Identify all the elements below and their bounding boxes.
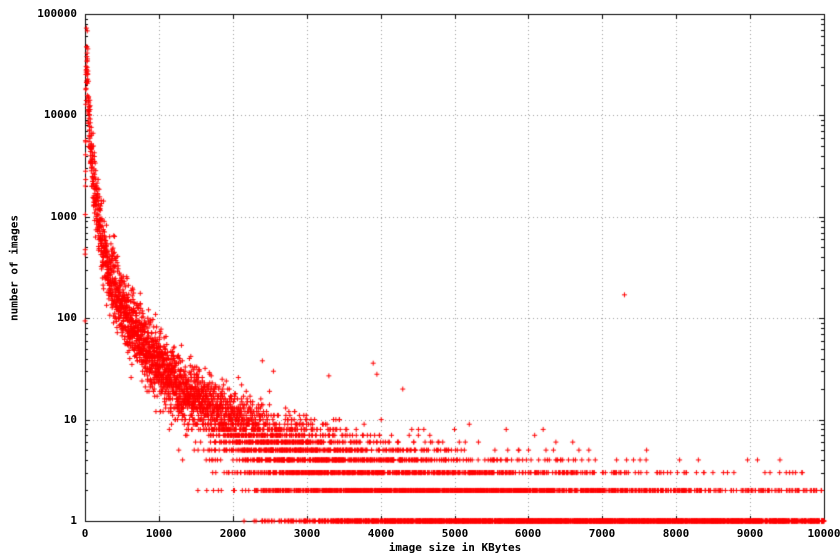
x-tick-label: 4000 [367, 527, 395, 540]
x-tick-label: 0 [81, 527, 89, 540]
x-tick-label: 9000 [736, 527, 764, 540]
y-tick-label: 100000 [37, 7, 77, 20]
x-tick-label: 8000 [662, 527, 690, 540]
x-tick-label: 3000 [293, 527, 321, 540]
x-tick-label: 6000 [514, 527, 542, 540]
x-tick-label: 5000 [441, 527, 469, 540]
y-tick-label: 1 [70, 514, 77, 527]
x-tick-label: 7000 [588, 527, 616, 540]
y-tick-label: 10 [63, 413, 77, 426]
y-axis-title: number of images [7, 215, 21, 321]
x-tick-label: 10000 [807, 527, 840, 540]
x-tick-label: 1000 [145, 527, 173, 540]
y-tick-label: 1000 [50, 210, 78, 223]
x-tick-label: 2000 [219, 527, 247, 540]
y-tick-label: 100 [57, 311, 77, 324]
y-tick-label: 10000 [43, 108, 77, 121]
x-axis-title: image size in KBytes [388, 541, 522, 554]
